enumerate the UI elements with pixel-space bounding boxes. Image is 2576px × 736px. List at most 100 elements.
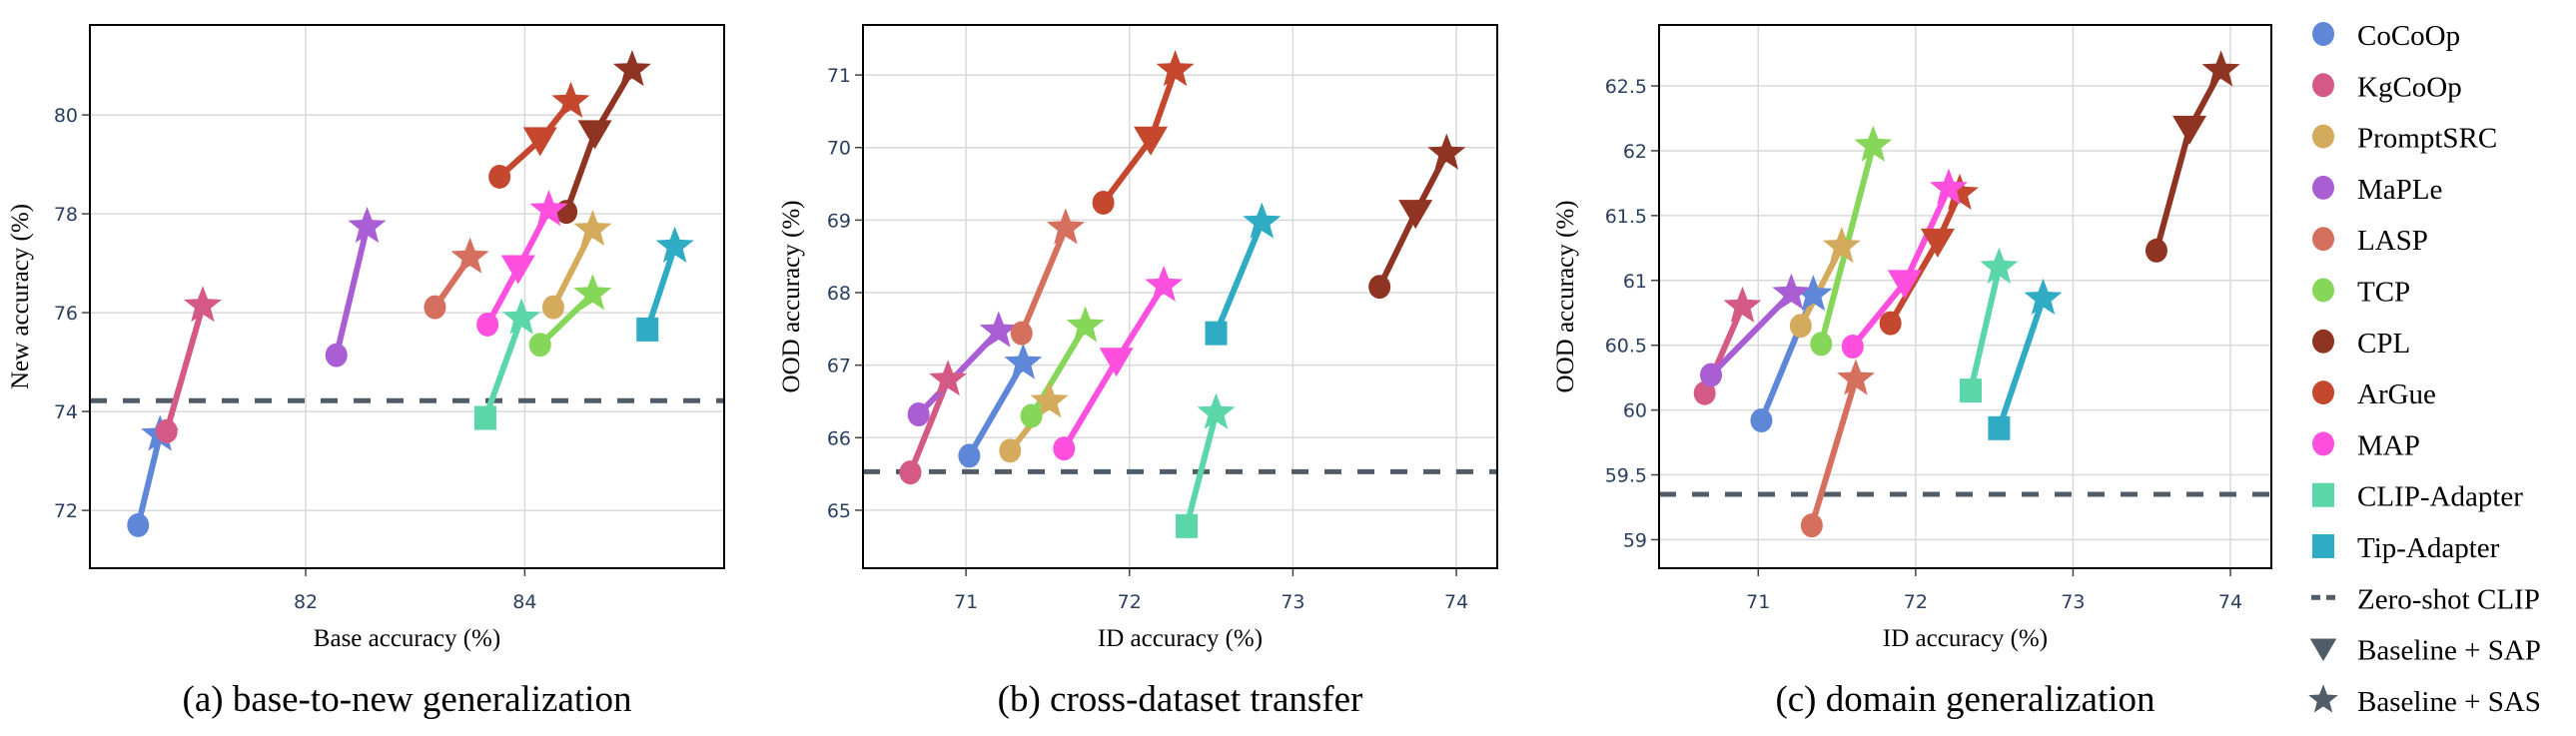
y-axis-title: New accuracy (%) bbox=[7, 204, 34, 389]
series-line-promptsrc bbox=[1798, 245, 1845, 328]
point-sas-kgcoop bbox=[929, 360, 968, 396]
legend-label: Baseline + SAS bbox=[2357, 686, 2541, 718]
legend-item: TCP bbox=[2312, 277, 2410, 309]
x-tick-label: 74 bbox=[2218, 591, 2242, 613]
legend-label: ArGue bbox=[2357, 378, 2436, 410]
point-sas-lasp bbox=[1837, 359, 1875, 395]
legend-marker-circle bbox=[2312, 73, 2334, 98]
plot-area bbox=[863, 25, 1497, 568]
y-tick-label: 60 bbox=[1623, 400, 1647, 422]
series-line-maple bbox=[333, 226, 371, 357]
point-sas-clip-adapter bbox=[1197, 392, 1236, 429]
legend-marker-circle bbox=[2312, 329, 2334, 354]
y-tick-label: 69 bbox=[827, 210, 851, 232]
point-sas-map bbox=[1145, 265, 1184, 302]
point-sas-tip-adapter bbox=[2024, 278, 2063, 316]
point-sas-maple bbox=[979, 311, 1018, 348]
y-tick-label: 71 bbox=[827, 65, 851, 87]
series-line-cocoop bbox=[135, 433, 164, 526]
legend-item: KgCoOp bbox=[2312, 71, 2462, 103]
y-tick-label: 59 bbox=[1623, 529, 1647, 551]
point-sap-map bbox=[500, 255, 535, 285]
point-sap-cpl bbox=[1398, 200, 1433, 230]
point-sas-promptsrc bbox=[1822, 227, 1861, 264]
legend-item: MaPLe bbox=[2312, 174, 2442, 206]
point-sas-clip-adapter bbox=[1980, 247, 2019, 284]
point-baseline-promptsrc bbox=[999, 438, 1022, 463]
point-baseline-promptsrc bbox=[541, 295, 564, 320]
legend-label: Baseline + SAP bbox=[2357, 635, 2541, 667]
point-baseline-cocoop bbox=[127, 512, 150, 537]
point-baseline-tip-adapter bbox=[636, 317, 659, 342]
point-baseline-clip-adapter bbox=[1176, 513, 1199, 538]
x-axis-title: Base accuracy (%) bbox=[314, 625, 500, 652]
y-tick-label: 78 bbox=[54, 204, 78, 226]
legend-item: Baseline + SAP bbox=[2309, 635, 2541, 667]
point-baseline-maple bbox=[325, 343, 348, 368]
point-baseline-maple bbox=[1700, 363, 1723, 387]
legend-label: TCP bbox=[2357, 277, 2410, 309]
subplot-caption: (b) cross-dataset transfer bbox=[998, 679, 1363, 720]
y-tick-label: 62 bbox=[1623, 141, 1647, 163]
point-baseline-argue bbox=[488, 164, 511, 189]
point-sas-kgcoop bbox=[1723, 286, 1762, 323]
legend-item: Zero-shot CLIP bbox=[2311, 583, 2540, 615]
legend-marker-square bbox=[2312, 482, 2334, 507]
plot-frame bbox=[862, 24, 1498, 569]
y-tick-label: 80 bbox=[54, 105, 78, 127]
y-tick-label: 66 bbox=[827, 427, 851, 449]
point-baseline-maple bbox=[907, 402, 930, 427]
legend-label: CPL bbox=[2357, 328, 2410, 360]
y-tick-label: 62.5 bbox=[1605, 76, 1647, 98]
point-sas-argue bbox=[1941, 173, 1979, 210]
point-sas-cpl bbox=[1427, 133, 1466, 170]
point-baseline-clip-adapter bbox=[473, 405, 496, 430]
point-baseline-promptsrc bbox=[1789, 314, 1812, 339]
point-sas-map bbox=[1929, 168, 1968, 205]
x-tick-label: 71 bbox=[954, 591, 978, 613]
legend-marker-star bbox=[2308, 684, 2338, 713]
point-sap-map bbox=[1887, 270, 1922, 300]
point-sas-tip-adapter bbox=[655, 226, 694, 263]
subplot-caption: (c) domain generalization bbox=[1775, 679, 2154, 720]
point-sap-argue bbox=[1134, 126, 1169, 156]
point-baseline-lasp bbox=[424, 295, 446, 320]
x-tick-label: 73 bbox=[1281, 591, 1304, 613]
series-line-tip-adapter bbox=[644, 245, 678, 331]
point-sas-tcp bbox=[573, 274, 612, 311]
point-baseline-map bbox=[1841, 334, 1864, 359]
legend-label: Tip-Adapter bbox=[2357, 532, 2500, 564]
point-sap-cpl bbox=[2172, 115, 2207, 145]
point-sas-tcp bbox=[1854, 125, 1893, 162]
series-line-clip-adapter bbox=[482, 317, 524, 419]
point-sas-tip-adapter bbox=[1243, 202, 1282, 239]
y-axis-title: OOD accuracy (%) bbox=[1552, 201, 1579, 393]
point-baseline-kgcoop bbox=[899, 460, 922, 485]
point-sap-map bbox=[1099, 348, 1134, 377]
x-tick-label: 72 bbox=[1118, 591, 1142, 613]
point-baseline-cocoop bbox=[958, 443, 981, 468]
plot-area bbox=[90, 25, 724, 568]
legend-label: CLIP-Adapter bbox=[2357, 481, 2523, 513]
series-line-maple bbox=[916, 329, 1001, 417]
legend-label: MaPLe bbox=[2357, 174, 2442, 206]
point-baseline-tip-adapter bbox=[1988, 415, 2011, 440]
x-tick-label: 71 bbox=[1746, 591, 1770, 613]
point-baseline-cpl bbox=[2145, 238, 2167, 263]
series-line-promptsrc bbox=[550, 228, 596, 309]
point-sas-promptsrc bbox=[573, 209, 612, 247]
subplot-3: 71 72 73 74 59 59.5 60 60.5 61 61.5 62 62.5 ID accur… bbox=[1552, 24, 2272, 720]
y-tick-label: 70 bbox=[827, 138, 851, 160]
point-sap-cpl bbox=[577, 120, 612, 150]
legend-marker-circle bbox=[2312, 22, 2334, 46]
series-line-clip-adapter bbox=[1184, 411, 1220, 527]
point-baseline-cpl bbox=[1368, 275, 1391, 300]
point-sap-argue bbox=[522, 127, 557, 157]
x-tick-label: 72 bbox=[1904, 591, 1928, 613]
point-sas-argue bbox=[551, 81, 590, 118]
y-tick-label: 59.5 bbox=[1605, 465, 1647, 487]
legend-marker-circle bbox=[2312, 175, 2334, 200]
point-sas-maple bbox=[1772, 273, 1811, 310]
y-axis-title: OOD accuracy (%) bbox=[778, 201, 805, 393]
point-sas-cpl bbox=[612, 50, 651, 87]
